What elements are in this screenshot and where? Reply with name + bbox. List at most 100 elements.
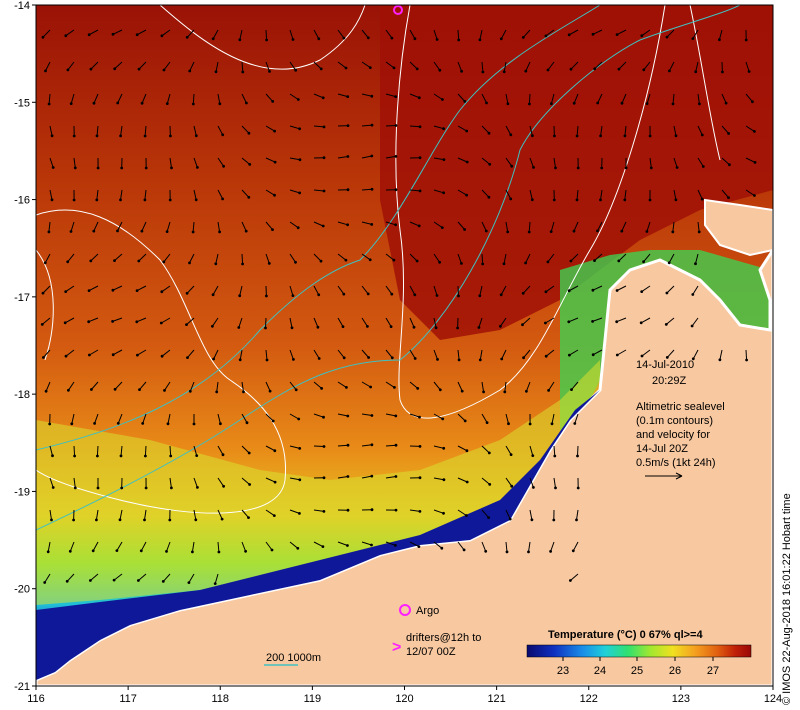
velocity-arrow-head — [419, 156, 422, 159]
velocity-arrow-head — [194, 518, 197, 521]
velocity-arrow-head — [196, 486, 199, 489]
velocity-arrow-head — [323, 190, 326, 193]
velocity-arrow-head — [346, 223, 349, 226]
velocity-arrow-head — [88, 289, 91, 292]
velocity-arrow-head — [145, 487, 148, 490]
velocity-arrow-head — [531, 198, 534, 201]
velocity-arrow-head — [371, 443, 374, 446]
velocity-arrow-head — [393, 67, 396, 70]
velocity-arrow-head — [298, 127, 301, 130]
y-tick-label: -18 — [14, 389, 30, 401]
velocity-arrow-head — [509, 518, 512, 521]
velocity-arrow-head — [161, 34, 164, 37]
velocity-arrow-head — [369, 66, 372, 69]
velocity-arrow-head — [488, 132, 491, 135]
velocity-arrow-head — [112, 353, 115, 356]
velocity-arrow-head — [592, 289, 595, 292]
velocity-arrow-head — [567, 320, 570, 323]
drifter-legend-icon: > — [392, 639, 401, 656]
velocity-arrow-head — [460, 70, 463, 73]
velocity-arrow-head — [503, 70, 506, 73]
velocity-arrow-head — [323, 476, 326, 479]
velocity-arrow-head — [568, 33, 571, 36]
velocity-arrow-head — [573, 422, 576, 425]
velocity-arrow-head — [478, 294, 481, 297]
velocity-arrow-head — [390, 325, 393, 328]
velocity-arrow-head — [666, 292, 669, 295]
velocity-arrow-head — [163, 69, 166, 72]
velocity-arrow-head — [119, 518, 122, 521]
velocity-arrow-head — [70, 230, 73, 233]
velocity-arrow-head — [136, 33, 139, 36]
velocity-arrow-head — [481, 263, 484, 266]
velocity-arrow-head — [544, 322, 547, 325]
velocity-arrow-head — [191, 551, 194, 554]
velocity-arrow-head — [416, 68, 419, 71]
velocity-arrow-head — [545, 290, 548, 293]
velocity-arrow-head — [320, 68, 323, 71]
velocity-arrow-head — [370, 223, 373, 226]
velocity-arrow-head — [369, 258, 372, 261]
velocity-arrow-head — [248, 483, 251, 486]
velocity-arrow — [97, 446, 98, 456]
velocity-arrow-head — [522, 36, 525, 39]
velocity-arrow-head — [575, 519, 578, 522]
velocity-arrow-head — [488, 452, 491, 455]
velocity-arrow-head — [395, 509, 398, 512]
velocity-arrow-head — [88, 33, 91, 36]
velocity-arrow-head — [748, 70, 751, 73]
velocity-arrow-head — [96, 135, 99, 138]
velocity-arrow-head — [395, 444, 398, 447]
velocity-arrow-head — [294, 261, 297, 264]
velocity-arrow — [193, 94, 194, 104]
velocity-arrow-head — [90, 68, 93, 71]
velocity-arrow-head — [141, 102, 144, 105]
velocity-arrow-head — [347, 509, 350, 512]
velocity-arrow-head — [113, 67, 116, 70]
velocity-arrow-head — [242, 391, 245, 394]
velocity-arrow-head — [465, 194, 468, 197]
velocity-arrow-head — [51, 198, 54, 201]
velocity-arrow-head — [144, 455, 147, 458]
velocity-arrow-head — [621, 102, 624, 105]
velocity-arrow-head — [572, 549, 575, 552]
velocity-arrow-head — [553, 199, 556, 202]
velocity-arrow-head — [221, 198, 224, 201]
velocity-arrow-head — [592, 353, 595, 356]
x-tick-label: 117 — [119, 693, 137, 705]
x-tick-label: 122 — [580, 693, 598, 705]
velocity-arrow-head — [547, 261, 550, 264]
velocity-arrow-head — [576, 199, 579, 202]
velocity-arrow-head — [640, 290, 643, 293]
velocity-arrow-head — [753, 130, 756, 133]
velocity-arrow-head — [346, 544, 349, 547]
velocity-arrow-head — [391, 356, 394, 359]
velocity-arrow-head — [42, 356, 45, 359]
velocity-arrow-head — [393, 386, 396, 389]
velocity-arrow-head — [394, 544, 397, 547]
velocity-arrow-head — [87, 320, 90, 323]
velocity-arrow-head — [435, 326, 438, 329]
velocity-arrow-head — [342, 293, 345, 296]
velocity-arrow-head — [500, 37, 503, 40]
velocity-arrow-head — [503, 391, 506, 394]
velocity-arrow-head — [143, 519, 146, 522]
velocity-arrow-head — [442, 191, 445, 194]
colorbar-tick-label: 27 — [707, 665, 719, 677]
velocity-arrow — [362, 189, 372, 190]
bathy-legend-label: 200 1000m — [266, 652, 321, 664]
velocity-arrow-head — [346, 415, 349, 418]
velocity-arrow-head — [441, 226, 444, 229]
velocity-arrow-head — [141, 422, 144, 425]
velocity-arrow-head — [188, 581, 191, 584]
velocity-arrow-head — [73, 199, 76, 202]
velocity-arrow-head — [114, 388, 117, 391]
velocity-arrow-head — [751, 100, 754, 103]
svg-text:14-Jul 20Z: 14-Jul 20Z — [636, 443, 688, 455]
velocity-arrow-head — [346, 95, 349, 98]
velocity-arrow-head — [111, 320, 114, 323]
velocity-arrow-head — [166, 230, 169, 233]
velocity-arrow-head — [479, 38, 482, 41]
velocity-arrow-head — [394, 223, 397, 226]
